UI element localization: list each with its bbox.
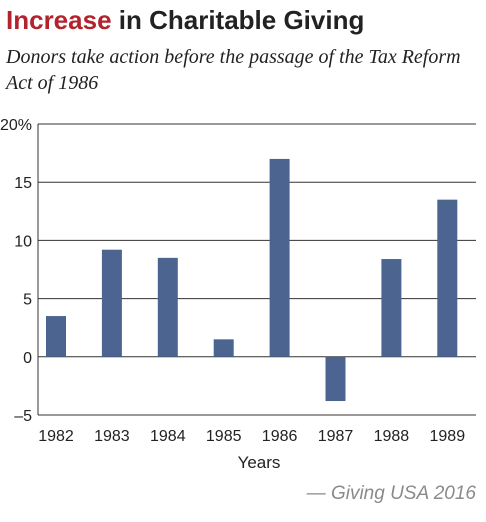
x-tick-label: 1989	[430, 428, 466, 445]
bar-1989	[437, 199, 458, 357]
bar-chart: –5 0 5 10 15 20% 1982 1983 1984 1985 1986 1987 1988…	[0, 117, 476, 472]
gridlines	[37, 123, 476, 416]
x-tick-label: 1986	[262, 428, 298, 445]
source-credit: — Giving USA 2016	[306, 483, 476, 504]
y-tick-label: –5	[14, 408, 32, 425]
bar-1983	[101, 249, 122, 357]
bar-1987	[325, 356, 346, 402]
x-axis-ticks: 1982 1983 1984 1985 1986 1987 1988 1989	[38, 428, 465, 445]
y-tick-label: 0	[23, 350, 32, 367]
chart-title-accent: Increase	[6, 5, 112, 35]
y-tick-label: 5	[23, 292, 32, 309]
bar-1985	[213, 339, 234, 357]
chart-subtitle: Donors take action before the passage of…	[6, 46, 461, 94]
y-tick-label: 15	[14, 175, 32, 192]
bars	[46, 158, 458, 402]
x-tick-label: 1988	[374, 428, 410, 445]
bar-1982	[46, 316, 66, 357]
bar-1984	[157, 257, 178, 357]
chart-title-rest: in Charitable Giving	[111, 5, 365, 35]
x-tick-label: 1983	[94, 428, 130, 445]
x-tick-label: 1987	[318, 428, 354, 445]
y-tick-label: 10	[14, 233, 32, 250]
x-tick-label: 1985	[206, 428, 242, 445]
bar-1986	[269, 158, 290, 357]
y-axis-ticks: –5 0 5 10 15 20%	[0, 117, 32, 425]
y-tick-label: 20%	[0, 117, 32, 134]
x-tick-label: 1984	[150, 428, 186, 445]
chart-title: Increase in Charitable Giving	[6, 4, 364, 36]
x-axis-label: Years	[238, 453, 281, 472]
bar-1988	[381, 259, 402, 357]
x-tick-label: 1982	[38, 428, 74, 445]
